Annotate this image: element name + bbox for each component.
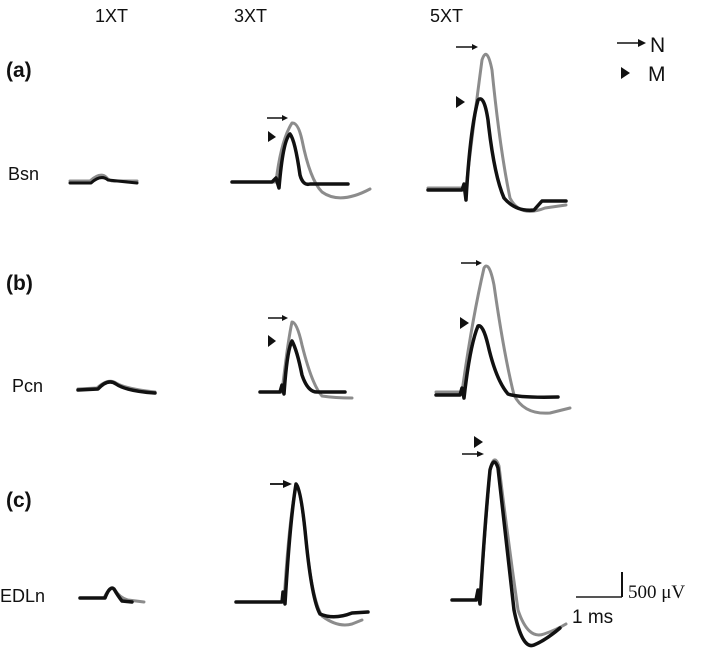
nerve-label-edln: EDLn [0, 586, 45, 606]
trace-n-bsn-5xt [426, 52, 568, 213]
n-arrow-head-pcn-5xt [476, 260, 482, 266]
m-marker-pcn-5xt [460, 317, 469, 329]
trace-n-bsn-3xt [230, 121, 372, 200]
trace-m-edln-3xt [234, 482, 370, 619]
panel-label-b: (b) [6, 272, 33, 295]
n-arrow-head-edln-3xt [283, 480, 292, 488]
n-arrow-head-edln-5xt [477, 451, 484, 457]
trace-n-edln-1xt [78, 587, 146, 604]
scale-amplitude-label: 500 μV [628, 582, 685, 603]
legend-n-label: N [650, 34, 665, 57]
m-marker-bsn-3xt [268, 131, 276, 142]
legend-m-label: M [648, 63, 666, 86]
panel-label-c: (c) [6, 489, 32, 512]
trace-m-bsn-5xt [426, 97, 568, 212]
m-markers [268, 96, 483, 448]
m-marker-edln-5xt [474, 436, 483, 448]
trace-n-pcn-5xt [434, 264, 572, 415]
column-header-5xt: 5XT [430, 6, 463, 26]
trace-n-pcn-3xt [258, 320, 354, 400]
n-arrow-head-pcn-3xt [282, 315, 288, 321]
legend: N M [617, 34, 666, 86]
trace-m-pcn-5xt [434, 324, 560, 400]
nerve-label-pcn: Pcn [12, 376, 43, 396]
legend-n-arrow-head [638, 39, 646, 47]
trace-n-edln-3xt [234, 484, 364, 627]
n-arrow-head-bsn-3xt [282, 115, 288, 121]
trace-m-bsn-1xt [68, 176, 139, 185]
panel-label-a: (a) [6, 59, 32, 82]
nerve-label-bsn: Bsn [8, 164, 39, 184]
column-header-1xt: 1XT [95, 6, 128, 26]
n-arrow-head-bsn-5xt [472, 44, 478, 50]
trace-m-edln-1xt [78, 586, 134, 604]
column-header-3xt: 3XT [234, 6, 267, 26]
legend-m-triangle [621, 67, 630, 79]
m-marker-bsn-5xt [456, 96, 465, 108]
n-arrows [267, 44, 484, 488]
trace-m-edln-5xt [450, 460, 562, 648]
trace-m-bsn-3xt [230, 132, 350, 190]
traces [68, 52, 572, 648]
scale-bar: 500 μV 1 ms [572, 572, 685, 628]
trace-m-pcn-1xt [76, 380, 157, 395]
trace-n-edln-5xt [450, 458, 568, 637]
scale-time-label: 1 ms [572, 607, 613, 628]
m-marker-pcn-3xt [268, 335, 276, 347]
trace-m-pcn-3xt [258, 339, 347, 396]
